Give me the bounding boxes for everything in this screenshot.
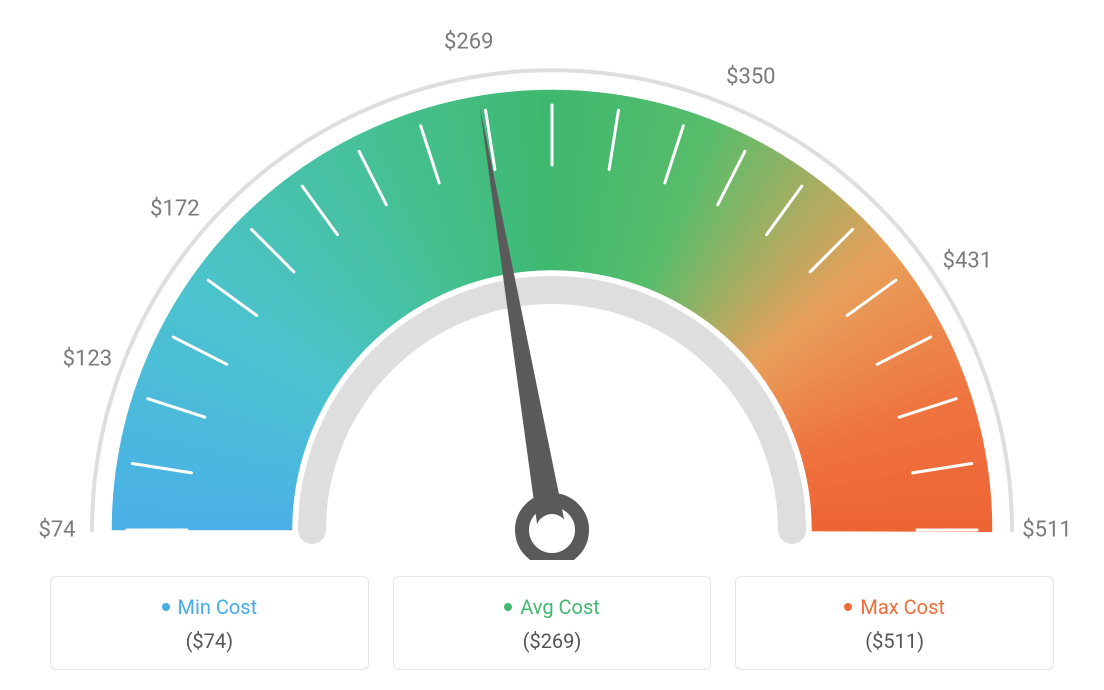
legend-card-avg: Avg Cost ($269): [393, 576, 712, 670]
legend-dot-avg: [504, 603, 512, 611]
legend-value-min: ($74): [61, 629, 358, 653]
legend-title-avg-text: Avg Cost: [520, 595, 600, 619]
gauge-tick-label: $511: [1022, 518, 1071, 543]
legend-value-max: ($511): [746, 629, 1043, 653]
gauge-tick-label: $123: [63, 347, 112, 372]
gauge-tick-label: $431: [943, 248, 992, 273]
legend-row: Min Cost ($74) Avg Cost ($269) Max Cost …: [50, 576, 1054, 670]
legend-title-min: Min Cost: [162, 595, 258, 619]
legend-title-min-text: Min Cost: [178, 595, 258, 619]
gauge-svg: [0, 0, 1104, 560]
legend-title-max: Max Cost: [844, 595, 945, 619]
cost-gauge: $74 $123 $172 $269 $350 $431 $511: [0, 0, 1104, 560]
gauge-tick-label: $74: [38, 518, 75, 543]
legend-title-max-text: Max Cost: [860, 595, 945, 619]
legend-dot-max: [844, 603, 852, 611]
gauge-tick-label: $269: [444, 30, 493, 55]
legend-value-avg: ($269): [404, 629, 701, 653]
gauge-tick-label: $172: [150, 197, 199, 222]
legend-card-min: Min Cost ($74): [50, 576, 369, 670]
legend-title-avg: Avg Cost: [504, 595, 600, 619]
legend-dot-min: [162, 603, 170, 611]
gauge-tick-label: $350: [726, 64, 775, 89]
legend-card-max: Max Cost ($511): [735, 576, 1054, 670]
